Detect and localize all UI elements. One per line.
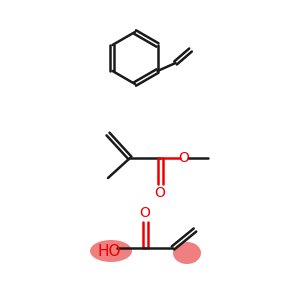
Ellipse shape [90, 240, 132, 262]
Text: O: O [140, 206, 150, 220]
Text: HO: HO [97, 244, 121, 260]
Ellipse shape [173, 242, 201, 264]
Text: O: O [178, 151, 189, 165]
Text: O: O [154, 186, 165, 200]
